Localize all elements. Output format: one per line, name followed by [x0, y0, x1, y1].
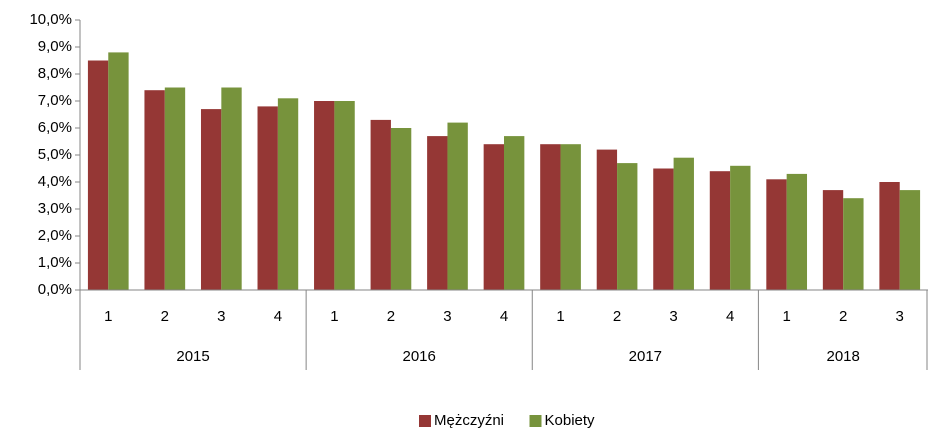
bar — [786, 173, 808, 290]
bar — [879, 182, 900, 290]
x-tick-label: 1 — [104, 308, 112, 325]
bar — [843, 198, 864, 290]
group-label: 2017 — [629, 348, 662, 365]
x-tick-label: 3 — [443, 308, 451, 325]
legend-swatch — [529, 415, 542, 427]
bar — [504, 136, 525, 290]
x-tick-label: 2 — [387, 308, 395, 325]
bar — [427, 136, 448, 290]
y-tick-label: 10,0% — [29, 11, 72, 28]
x-tick-label: 1 — [330, 308, 338, 325]
x-tick-label: 2 — [613, 308, 621, 325]
bar — [540, 144, 561, 290]
bar — [483, 144, 504, 290]
x-tick-label: 1 — [556, 308, 564, 325]
y-tick-label: 1,0% — [38, 254, 72, 271]
y-tick-label: 0,0% — [38, 281, 72, 298]
bar — [314, 101, 335, 290]
group-label: 2018 — [827, 348, 860, 365]
bar — [709, 171, 731, 290]
legend-label: Mężczyźni — [434, 412, 504, 429]
x-tick-label: 2 — [839, 308, 847, 325]
bar — [560, 144, 581, 290]
x-tick-label: 3 — [217, 308, 225, 325]
bar — [766, 179, 787, 290]
bar — [730, 165, 751, 290]
bar — [108, 52, 129, 291]
bar — [822, 190, 844, 290]
bar — [221, 87, 242, 290]
y-tick-label: 8,0% — [38, 65, 72, 82]
x-tick-label: 3 — [669, 308, 677, 325]
bar — [370, 119, 391, 291]
y-tick-label: 2,0% — [38, 227, 72, 244]
bar — [596, 149, 618, 290]
x-tick-label: 3 — [896, 308, 904, 325]
y-tick-label: 4,0% — [38, 173, 72, 190]
x-tick-label: 2 — [161, 308, 169, 325]
bar — [390, 128, 412, 290]
group-label: 2015 — [176, 348, 209, 365]
x-tick-label: 4 — [500, 308, 508, 325]
y-tick-label: 9,0% — [38, 38, 72, 55]
x-tick-label: 4 — [726, 308, 734, 325]
bar — [200, 109, 222, 290]
bar — [617, 163, 638, 290]
y-tick-label: 5,0% — [38, 146, 72, 163]
y-tick-label: 3,0% — [38, 200, 72, 217]
legend-label: Kobiety — [545, 412, 596, 429]
x-tick-label: 4 — [274, 308, 282, 325]
y-tick-label: 6,0% — [38, 119, 72, 136]
bar — [257, 106, 278, 291]
y-tick-label: 7,0% — [38, 92, 72, 109]
bar — [673, 157, 694, 290]
bar — [334, 101, 355, 290]
bar — [447, 122, 468, 290]
bar — [277, 98, 299, 290]
legend-swatch — [419, 415, 431, 427]
group-label: 2016 — [403, 348, 436, 365]
bar — [87, 60, 109, 290]
x-tick-label: 1 — [782, 308, 790, 325]
bar — [653, 168, 674, 290]
bar — [164, 87, 186, 290]
bar — [899, 190, 921, 290]
bar — [144, 90, 165, 290]
